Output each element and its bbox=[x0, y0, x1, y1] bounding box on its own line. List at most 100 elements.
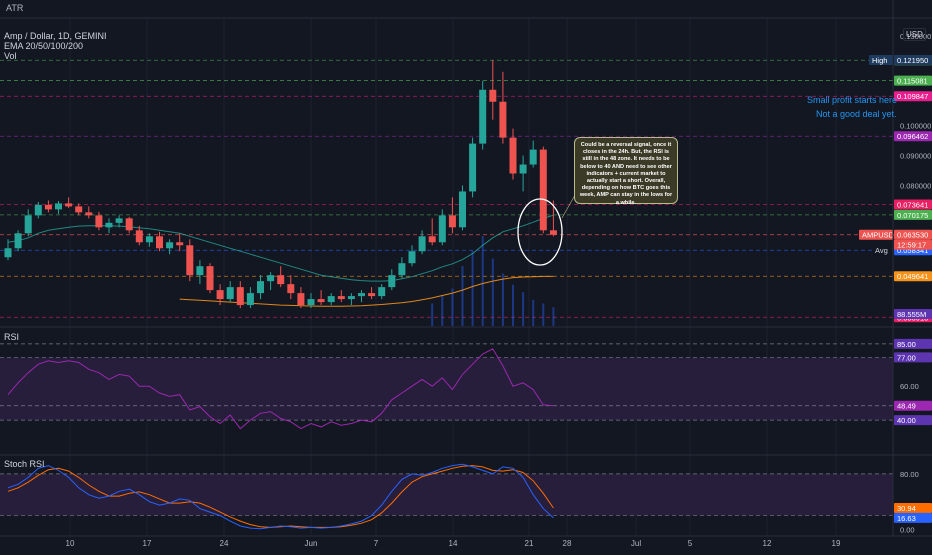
candle-body bbox=[519, 164, 527, 174]
deal-label: Not a good deal yet. bbox=[816, 109, 897, 119]
price-tick: 0.090000 bbox=[900, 152, 931, 161]
candle-body bbox=[448, 215, 456, 228]
candle-body bbox=[4, 248, 12, 258]
high-value-tag-bg bbox=[894, 55, 932, 66]
volume-legend[interactable]: Vol bbox=[4, 51, 17, 61]
time-tick: Jun bbox=[305, 539, 318, 548]
time-axis: 10 17 24 Jun 7 14 21 28 Jul 5 12 19 bbox=[0, 535, 932, 548]
candle-body bbox=[388, 275, 396, 288]
candle-body bbox=[337, 296, 345, 300]
symbol-tag: AMPUSD bbox=[862, 231, 895, 240]
candle-body bbox=[65, 203, 73, 207]
price-tick: 0.130000 bbox=[900, 32, 931, 41]
ema-lines bbox=[7, 214, 554, 307]
candle-body bbox=[378, 287, 386, 297]
volume-bar bbox=[441, 296, 444, 326]
candle-body bbox=[549, 230, 557, 235]
avg-tag: Avg bbox=[875, 246, 888, 255]
price-level-tag-bg bbox=[894, 209, 932, 220]
time-tick: 19 bbox=[832, 539, 841, 548]
candle-body bbox=[307, 299, 315, 306]
price-level-tag: 0.063530 bbox=[897, 231, 928, 240]
price-level-tag: 0.049641 bbox=[897, 272, 928, 281]
top-bar-title: ATR bbox=[6, 3, 24, 13]
time-tick: 12 bbox=[763, 539, 772, 548]
candle-body bbox=[216, 290, 224, 300]
candle-body bbox=[428, 236, 436, 243]
candle-body bbox=[438, 215, 446, 243]
rsi-level-tag-bg bbox=[894, 400, 932, 411]
stoch-band bbox=[0, 473, 893, 516]
volume-value-tag-bg bbox=[894, 309, 932, 319]
callout-connector bbox=[561, 194, 576, 219]
candle-body bbox=[509, 137, 517, 174]
rsi-level-tag: 77.00 bbox=[897, 353, 916, 362]
candle-body bbox=[206, 266, 214, 291]
candle-body bbox=[135, 230, 143, 243]
price-level-tag-bg bbox=[894, 91, 932, 102]
avg-tag-bg bbox=[872, 245, 892, 256]
candle-body bbox=[277, 275, 285, 285]
candle-body bbox=[327, 296, 335, 303]
volume-bar bbox=[451, 288, 454, 326]
countdown-tag-bg bbox=[894, 239, 932, 250]
rsi-tick: 60.00 bbox=[900, 382, 919, 391]
time-tick: 10 bbox=[66, 539, 75, 548]
currency-label[interactable]: USD bbox=[903, 28, 926, 41]
rsi-pane-title[interactable]: RSI bbox=[4, 332, 20, 342]
price-level-tag: 0.073641 bbox=[897, 200, 928, 209]
volume-bar bbox=[522, 292, 525, 326]
time-tick: 24 bbox=[220, 539, 229, 548]
rsi-level-tag-bg bbox=[894, 338, 932, 349]
candle-body bbox=[418, 236, 426, 252]
candle-body bbox=[489, 89, 497, 102]
volume-bar bbox=[512, 284, 514, 326]
stoch-level-tag-bg bbox=[894, 502, 932, 513]
rsi-band bbox=[0, 357, 893, 421]
candle-body bbox=[257, 281, 264, 294]
price-level-tag: 0.070175 bbox=[897, 211, 928, 220]
stoch-level-tag: 30.94 bbox=[897, 504, 916, 513]
candle-body bbox=[125, 218, 133, 231]
volume-bars bbox=[431, 236, 555, 326]
candle-body bbox=[115, 218, 123, 223]
candles bbox=[4, 60, 557, 309]
candle-body bbox=[105, 222, 113, 228]
time-tick: 14 bbox=[449, 539, 458, 548]
stoch-tick: 0.00 bbox=[900, 525, 915, 534]
stoch-level-tag-bg bbox=[894, 512, 932, 523]
stoch-pane-title[interactable]: Stoch RSI bbox=[4, 459, 45, 469]
high-tag: High bbox=[872, 56, 887, 65]
volume-value-tag: 88.555M bbox=[897, 310, 926, 319]
callout-note: Could be a reversal signal, once it clos… bbox=[574, 137, 678, 206]
time-tick: 5 bbox=[688, 539, 693, 548]
candle-body bbox=[75, 206, 83, 213]
highlight-circle bbox=[517, 198, 563, 266]
candle-body bbox=[267, 275, 275, 282]
volume-bar bbox=[431, 303, 434, 326]
candle-body bbox=[166, 242, 174, 249]
candle-body bbox=[236, 287, 244, 306]
time-tick: 21 bbox=[525, 539, 534, 548]
ema-legend[interactable]: EMA 20/50/100/200 bbox=[4, 41, 84, 51]
volume-bar bbox=[491, 258, 494, 326]
candle-body bbox=[499, 101, 507, 138]
stoch-level-tag: 16.63 bbox=[897, 514, 916, 523]
candle-body bbox=[469, 143, 477, 192]
candle-body bbox=[529, 149, 537, 165]
candle-body bbox=[246, 293, 254, 306]
stoch-k-line bbox=[7, 463, 554, 530]
stoch-tick: 80.00 bbox=[900, 470, 919, 479]
price-level-tag-bg bbox=[894, 199, 932, 210]
price-level-tag-bg bbox=[894, 75, 932, 86]
candle-body bbox=[539, 149, 547, 231]
symbol-tag-bg bbox=[859, 229, 893, 240]
rsi-level-tag: 48.49 bbox=[897, 402, 916, 411]
symbol-title[interactable]: Amp / Dollar, 1D, GEMINI bbox=[4, 31, 107, 41]
price-level-tag: 0.058341 bbox=[897, 246, 928, 255]
countdown-tag: 12:59:17 bbox=[897, 241, 926, 250]
time-tick: 28 bbox=[563, 539, 572, 548]
candle-body bbox=[459, 191, 466, 228]
